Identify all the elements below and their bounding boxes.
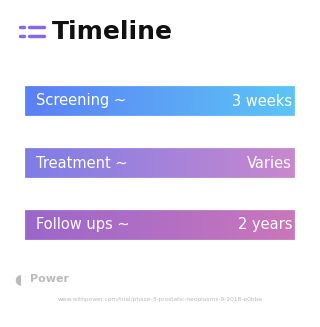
Text: www.withpower.com/trial/phase-3-prostatic-neoplasms-9-2018-e0bbe: www.withpower.com/trial/phase-3-prostati… xyxy=(57,297,263,301)
Text: ◖: ◖ xyxy=(14,272,22,286)
Text: Varies: Varies xyxy=(247,156,292,170)
Text: 2 years: 2 years xyxy=(237,217,292,232)
Text: Power: Power xyxy=(30,274,69,284)
Text: Treatment ~: Treatment ~ xyxy=(36,156,128,170)
FancyBboxPatch shape xyxy=(14,199,306,251)
Text: 3 weeks: 3 weeks xyxy=(232,94,292,109)
Text: Follow ups ~: Follow ups ~ xyxy=(36,217,130,232)
FancyBboxPatch shape xyxy=(14,137,306,189)
Text: Screening ~: Screening ~ xyxy=(36,94,126,109)
FancyBboxPatch shape xyxy=(14,75,306,127)
Text: Timeline: Timeline xyxy=(52,20,173,44)
